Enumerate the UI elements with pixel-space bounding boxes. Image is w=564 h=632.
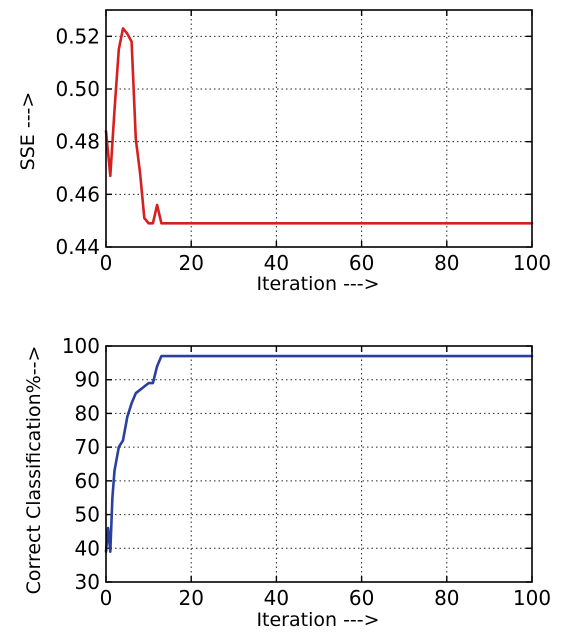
y-tick-label: 40 [75,536,100,560]
y-tick-label: 80 [75,401,100,425]
y-tick-label: 30 [75,570,100,594]
x-tick-label: 20 [178,251,203,275]
y-tick-label: 60 [75,469,100,493]
y-axis-label: Correct Classification%--> [23,346,45,595]
x-tick-label: 0 [100,586,113,610]
x-tick-label: 60 [349,586,374,610]
y-tick-label: 70 [75,435,100,459]
y-tick-label: 0.48 [55,130,100,154]
y-tick-label: 90 [75,368,100,392]
y-tick-label: 0.50 [55,77,100,101]
x-tick-label: 100 [513,586,551,610]
x-tick-label: 80 [434,251,459,275]
x-tick-label: 80 [434,586,459,610]
series-line [104,27,534,225]
x-tick-label: 60 [349,251,374,275]
y-tick-label: 0.44 [55,235,100,259]
plot-frame [105,9,533,248]
y-axis-label: SSE ---> [17,92,39,171]
series-line [104,354,534,554]
x-axis-label: Iteration ---> [256,609,379,631]
y-tick-label: 100 [62,334,100,358]
x-axis-label: Iteration ---> [256,273,379,295]
x-tick-label: 0 [100,251,113,275]
y-tick-label: 0.46 [55,182,100,206]
classification-plot: Iteration ---> Correct Classification%--… [23,334,551,631]
plot-frame [105,345,533,583]
y-tick-label: 0.52 [55,24,100,48]
sse-plot: Iteration ---> SSE ---> 0 20 40 60 80 100 0.44… [17,9,551,295]
x-tick-label: 100 [513,251,551,275]
x-tick-label: 40 [264,586,289,610]
x-tick-label: 40 [264,251,289,275]
y-tick-label: 50 [75,503,100,527]
x-tick-label: 20 [178,586,203,610]
